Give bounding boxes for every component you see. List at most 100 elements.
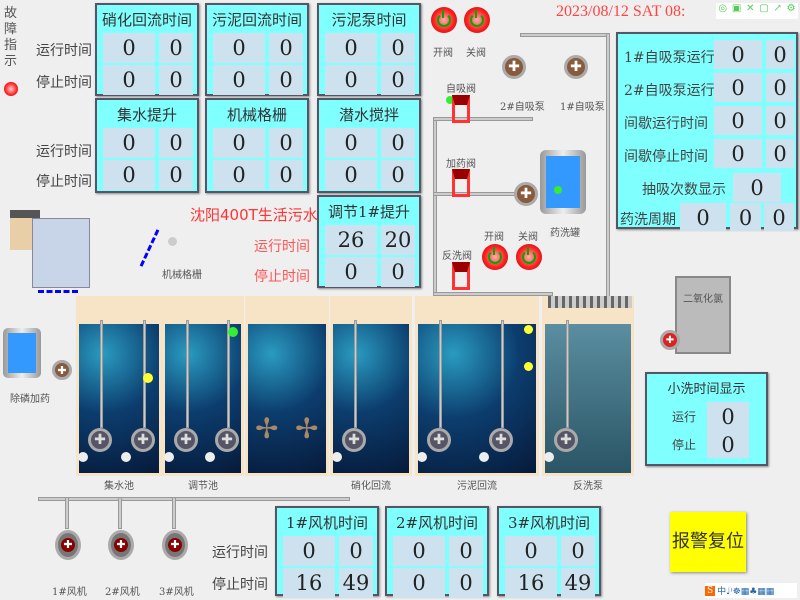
fan-pipe: [172, 497, 176, 529]
stop-value-2: 0: [269, 160, 303, 190]
run-value-1: 0: [103, 128, 155, 158]
zoom-icon[interactable]: ◎: [718, 3, 728, 14]
run-value-2: 0: [561, 536, 595, 566]
backwash-open-button[interactable]: [482, 244, 508, 270]
screen-label: 机械格栅: [162, 270, 202, 281]
pipe: [433, 192, 523, 196]
export-icon[interactable]: ↗: [773, 3, 782, 14]
building-icon: [32, 218, 90, 288]
run-value-2: 0: [381, 33, 415, 63]
blower-fan[interactable]: ✚: [55, 530, 81, 560]
panel-title: 污泥泵时间: [331, 11, 407, 29]
fan-stop-label: 停止时间: [212, 577, 268, 593]
fullscreen-icon[interactable]: ✕: [746, 3, 755, 14]
dosing-valve[interactable]: [452, 169, 470, 197]
suction-count-label: 抽吸次数显示: [642, 182, 726, 198]
backwash-valve[interactable]: [452, 262, 470, 290]
submersible-pump[interactable]: ✚: [88, 428, 112, 452]
wash-cycle-value: 0: [730, 203, 761, 231]
ime-icons: 中♩⁾☸▦♣▦▦: [717, 587, 775, 597]
stop-value-1: 16: [283, 568, 335, 598]
dosing-pump[interactable]: ✚: [514, 182, 538, 206]
blower-fan[interactable]: ✚: [108, 530, 134, 560]
timer-panel: 2#风机时间 0 0 0 0: [385, 506, 489, 598]
submersible-pump[interactable]: ✚: [427, 428, 451, 452]
pump-lamp: [164, 452, 174, 462]
stop-value-1: 0: [103, 160, 155, 190]
stop-value-2: 49: [339, 568, 373, 598]
open-valve-button[interactable]: [431, 7, 457, 33]
submersible-pump[interactable]: ✚: [342, 428, 366, 452]
pump-lamp: [479, 452, 489, 462]
run-value-2: 0: [269, 128, 303, 158]
stop-value-1: 0: [393, 568, 445, 598]
right-row-value-2: 0: [766, 139, 794, 168]
self-priming-pump-1[interactable]: ✚: [564, 55, 588, 79]
row-label-run: 运行时间: [36, 43, 92, 59]
stop-value-2: 0: [449, 568, 483, 598]
backwash-close-label: 关阀: [518, 232, 538, 243]
save-icon[interactable]: ▣: [731, 3, 742, 14]
timer-panel: 机械格栅 0 0 0 0: [205, 98, 309, 193]
self-priming-valve[interactable]: [452, 95, 470, 123]
open-valve-label: 开阀: [433, 48, 453, 59]
wash-tank-label: 药洗罐: [550, 228, 580, 239]
submersible-pump[interactable]: ✚: [554, 428, 578, 452]
wash-tank: [540, 150, 586, 214]
suction-count-value: 0: [733, 173, 781, 202]
air-pipe: [38, 497, 350, 501]
self-priming-pump-2[interactable]: ✚: [502, 55, 526, 79]
pump-pipe: [354, 320, 357, 428]
run-value-1: 0: [325, 33, 377, 63]
stop-value-1: 0: [103, 65, 155, 95]
submersible-pump[interactable]: ✚: [174, 428, 198, 452]
run-value-1: 26: [325, 225, 377, 255]
timer-panel: 污泥回流时间 0 0 0 0: [205, 3, 309, 96]
wash-cycle-label: 药洗周期: [620, 212, 676, 228]
panel-title: 2#风机时间: [395, 514, 479, 532]
stop-value-2: 0: [381, 257, 415, 287]
right-row-value-1: 0: [714, 106, 762, 135]
timer-panel: 3#风机时间 0 0 16 49: [497, 506, 601, 598]
fan-label: 2#风机: [105, 587, 140, 598]
dephos-tank: [3, 328, 41, 378]
dephos-pump[interactable]: ✚: [52, 360, 72, 380]
timer-panel: 调节1#提升 26 20 0 0: [317, 195, 421, 288]
capture-icon[interactable]: ▢: [759, 3, 769, 14]
right-row-value-1: 0: [714, 73, 762, 102]
stop-value-1: 0: [213, 160, 265, 190]
run-value-1: 0: [213, 128, 265, 158]
wash-tank-lamp: [554, 186, 562, 194]
pump-pipe: [501, 320, 504, 428]
submersible-pump[interactable]: ✚: [215, 428, 239, 452]
fan-run-label: 运行时间: [212, 545, 268, 561]
clo2-pump[interactable]: ✚: [660, 330, 680, 350]
right-row-value-2: 0: [766, 106, 794, 135]
tank-label: 调节池: [188, 481, 218, 492]
alarm-reset-button[interactable]: 报警复位: [670, 512, 746, 572]
run-value-1: 0: [393, 536, 445, 566]
fan-label: 1#风机: [52, 587, 87, 598]
row-label-stop: 停止时间: [36, 174, 92, 190]
row-label-run: 运行时间: [36, 144, 92, 160]
self-priming-valve-label: 自吸阀: [446, 84, 476, 95]
right-row-label: 间歇停止时间: [624, 149, 708, 165]
backwash-close-button[interactable]: [516, 244, 542, 270]
small-wash-stop-label: 停止: [672, 438, 697, 452]
run-value-2: 0: [159, 128, 193, 158]
settings-icon[interactable]: ⚙: [786, 3, 796, 14]
blower-fan[interactable]: ✚: [162, 530, 188, 560]
pump-lamp: [332, 452, 342, 462]
submersible-pump[interactable]: ✚: [131, 428, 155, 452]
right-row-label: 2#自吸泵运行: [624, 83, 715, 99]
mixer-icon: ✢: [295, 412, 319, 445]
pipe: [433, 118, 437, 318]
stop-value-1: 0: [325, 160, 377, 190]
submersible-pump[interactable]: ✚: [489, 428, 513, 452]
stop-value-1: 0: [325, 257, 377, 287]
wash-cycle-value: 0: [680, 203, 726, 231]
tank-3: [330, 296, 412, 476]
tank-label: 反洗泵: [573, 481, 603, 492]
close-valve-button[interactable]: [464, 7, 490, 33]
pump-pipe: [227, 320, 230, 428]
